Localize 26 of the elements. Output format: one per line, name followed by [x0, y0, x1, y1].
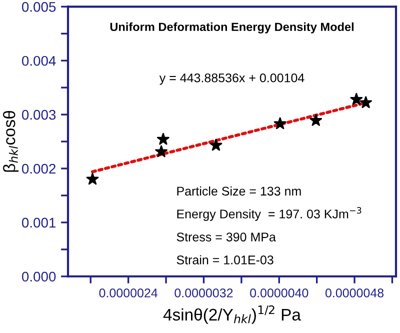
point [86, 172, 99, 185]
y-tick-label: 0.003 [22, 110, 56, 120]
annotation: Energy Density = 197. 03 KJm$^{−3}$ [177, 207, 362, 221]
annotation: y = 443.88536x + 0.00104 [159, 73, 304, 85]
point [350, 92, 363, 105]
y-tick-label: 0.004 [22, 56, 56, 66]
x-tick-label: 0.0000048 [325, 288, 384, 298]
y-tick-label: 0.002 [22, 164, 56, 174]
x-tick-label: 0.0000024 [99, 288, 158, 298]
point [360, 96, 372, 108]
text: Uniform Deformation Energy Density Model [110, 22, 354, 34]
x-tick-label: 0.0000032 [174, 288, 233, 298]
y-tick-label: 0.000 [22, 272, 56, 282]
point [156, 132, 170, 145]
point [274, 117, 286, 130]
x-axis-title: 4sinθ(2/Y$_{hkl}$)$^{1/2}$ Pa [163, 305, 301, 324]
point [310, 114, 322, 126]
y-tick-label: 0.001 [22, 218, 56, 228]
y-axis-title: β$_{hkl}$cosθ [2, 111, 19, 172]
annotation: Stress = 390 MPa [176, 232, 276, 242]
point [155, 145, 168, 158]
point [210, 138, 222, 151]
y-tick-label: 0.005 [22, 2, 56, 12]
annotation: Strain = 1.01E-03 [176, 255, 274, 264]
annotation: Particle Size = 133 nm [177, 186, 301, 196]
x-tick-label: 0.0000040 [250, 288, 308, 298]
